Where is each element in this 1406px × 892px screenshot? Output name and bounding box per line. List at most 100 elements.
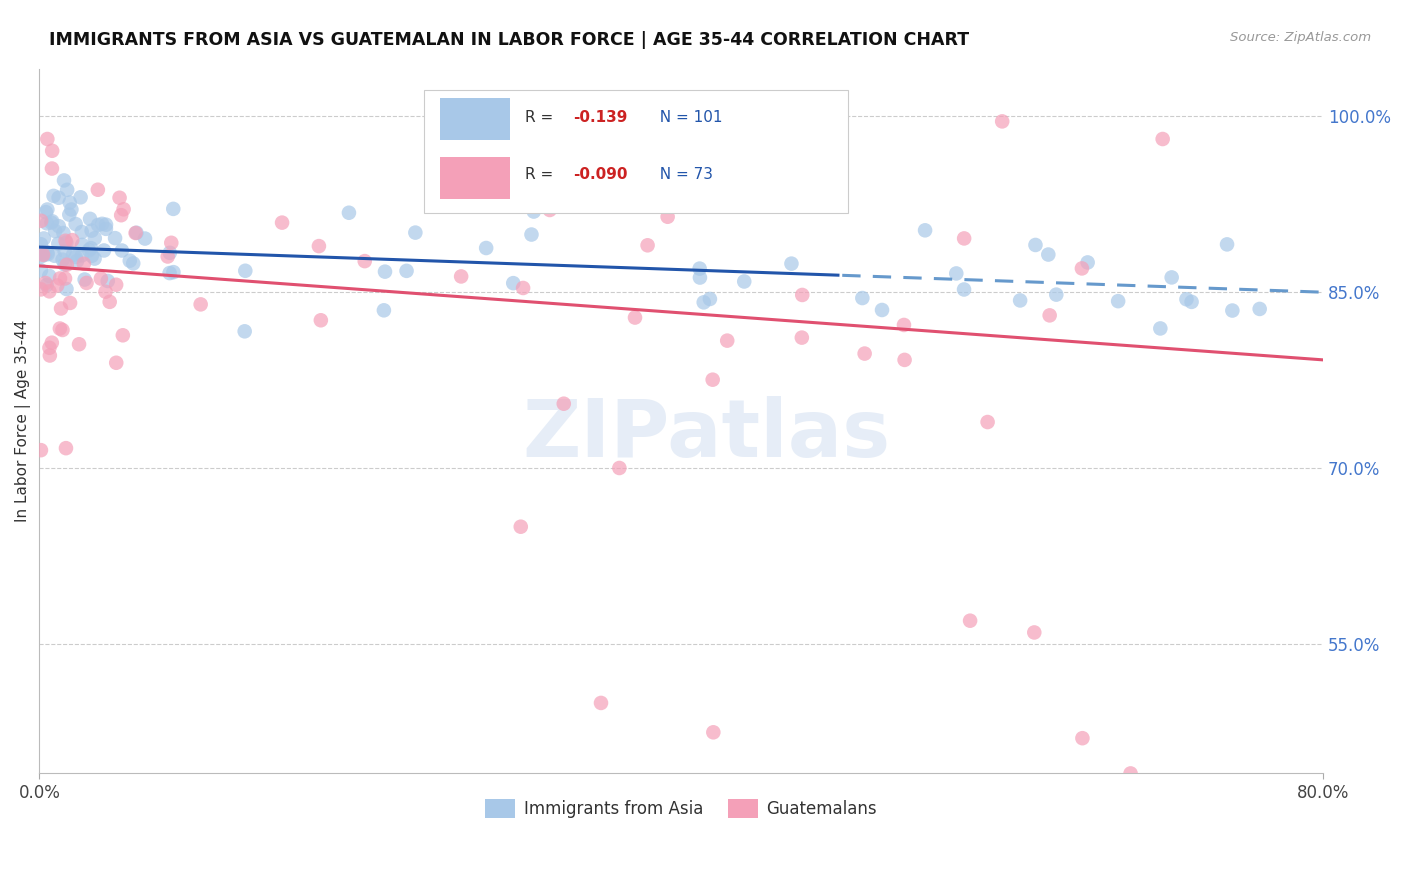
- Point: [105, 277, 128, 292]
- Point: [589, 696, 612, 710]
- Point: [373, 303, 395, 318]
- Point: [233, 264, 256, 278]
- Point: [110, 208, 132, 222]
- Point: [1038, 247, 1060, 261]
- FancyBboxPatch shape: [440, 157, 510, 199]
- Point: [702, 373, 724, 387]
- Point: [60, 233, 83, 247]
- Point: [35, 216, 58, 230]
- Point: [134, 231, 156, 245]
- Point: [48, 191, 70, 205]
- Point: [93, 244, 115, 258]
- Point: [162, 202, 184, 216]
- Point: [124, 226, 146, 240]
- Text: ZIPatlas: ZIPatlas: [523, 396, 891, 474]
- Point: [893, 352, 915, 367]
- Point: [37, 202, 59, 217]
- Point: [91, 217, 114, 231]
- Point: [374, 265, 396, 279]
- Point: [450, 269, 472, 284]
- Point: [55, 282, 77, 296]
- Point: [30, 282, 52, 296]
- Point: [69, 190, 91, 204]
- Point: [37, 247, 59, 261]
- Point: [41, 335, 63, 350]
- Point: [792, 288, 814, 302]
- Point: [914, 223, 936, 237]
- FancyBboxPatch shape: [440, 98, 510, 140]
- Point: [512, 281, 534, 295]
- Text: R =: R =: [524, 111, 558, 126]
- Point: [733, 275, 755, 289]
- Point: [1249, 301, 1271, 316]
- Point: [83, 252, 105, 266]
- Point: [46, 236, 69, 251]
- Point: [538, 202, 561, 217]
- Point: [716, 334, 738, 348]
- Point: [67, 337, 90, 351]
- Point: [87, 183, 110, 197]
- Point: [38, 268, 60, 283]
- Point: [1180, 294, 1202, 309]
- Point: [30, 249, 52, 263]
- Point: [49, 321, 72, 335]
- Text: -0.139: -0.139: [574, 111, 627, 126]
- FancyBboxPatch shape: [425, 90, 848, 213]
- Point: [97, 274, 120, 288]
- Point: [83, 231, 105, 245]
- Point: [60, 202, 83, 217]
- Point: [41, 214, 63, 228]
- Point: [1119, 766, 1142, 780]
- Point: [337, 206, 360, 220]
- Point: [55, 258, 77, 272]
- Point: [41, 144, 63, 158]
- Point: [1024, 625, 1046, 640]
- Point: [37, 245, 59, 260]
- Point: [104, 231, 127, 245]
- Point: [55, 235, 77, 250]
- Point: [118, 253, 141, 268]
- Point: [1039, 309, 1062, 323]
- Point: [1149, 321, 1171, 335]
- Point: [35, 278, 58, 293]
- Point: [44, 224, 66, 238]
- Point: [53, 244, 76, 259]
- Point: [34, 276, 56, 290]
- Point: [1070, 261, 1092, 276]
- Point: [90, 271, 112, 285]
- Point: [56, 183, 79, 197]
- Point: [538, 193, 561, 207]
- Point: [953, 283, 976, 297]
- Point: [1045, 287, 1067, 301]
- Point: [976, 415, 998, 429]
- Point: [156, 250, 179, 264]
- Point: [233, 324, 256, 338]
- Point: [77, 243, 100, 257]
- Point: [38, 285, 60, 299]
- Point: [1175, 292, 1198, 306]
- Point: [953, 231, 976, 245]
- Point: [53, 258, 76, 272]
- Point: [34, 247, 56, 261]
- Point: [79, 211, 101, 226]
- Point: [159, 266, 181, 280]
- Text: -0.090: -0.090: [574, 167, 628, 182]
- Point: [32, 248, 55, 262]
- Point: [53, 271, 76, 285]
- Point: [65, 217, 87, 231]
- Point: [790, 330, 813, 344]
- Point: [945, 267, 967, 281]
- Point: [308, 239, 330, 253]
- Point: [1216, 237, 1239, 252]
- Point: [520, 227, 543, 242]
- Point: [657, 210, 679, 224]
- Point: [42, 189, 65, 203]
- Point: [70, 238, 93, 252]
- Point: [65, 250, 87, 264]
- Point: [98, 294, 121, 309]
- Point: [30, 246, 52, 260]
- Point: [30, 214, 52, 228]
- Point: [509, 519, 531, 533]
- Point: [475, 241, 498, 255]
- Point: [693, 295, 716, 310]
